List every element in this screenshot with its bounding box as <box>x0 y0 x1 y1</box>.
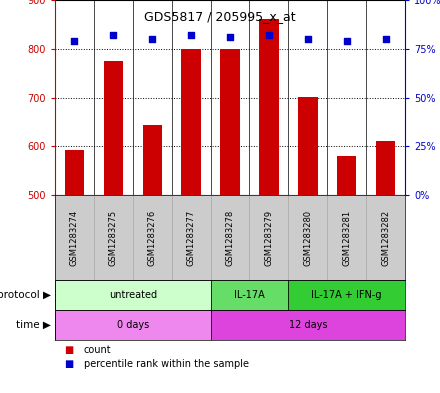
Point <box>227 34 234 40</box>
Text: 0 days: 0 days <box>117 320 149 330</box>
Bar <box>259 20 279 195</box>
Text: GSM1283277: GSM1283277 <box>187 209 196 266</box>
Bar <box>249 195 288 280</box>
Point <box>71 38 78 44</box>
Text: GSM1283280: GSM1283280 <box>303 209 312 266</box>
Point <box>149 36 156 42</box>
Bar <box>55 310 211 340</box>
Text: untreated: untreated <box>109 290 157 300</box>
Bar <box>94 195 133 280</box>
Bar <box>172 195 211 280</box>
Text: ■: ■ <box>64 345 73 355</box>
Bar <box>288 280 405 310</box>
Text: 12 days: 12 days <box>289 320 327 330</box>
Bar <box>143 125 162 195</box>
Point <box>187 32 194 38</box>
Bar <box>133 195 172 280</box>
Bar <box>65 150 84 195</box>
Text: IL-17A: IL-17A <box>234 290 265 300</box>
Bar <box>103 61 123 195</box>
Text: GSM1283282: GSM1283282 <box>381 209 390 266</box>
Point <box>304 36 311 42</box>
Bar <box>327 195 366 280</box>
Text: percentile rank within the sample: percentile rank within the sample <box>84 359 249 369</box>
Point <box>265 32 272 38</box>
Bar <box>211 280 288 310</box>
Text: IL-17A + IFN-g: IL-17A + IFN-g <box>312 290 382 300</box>
Point <box>343 38 350 44</box>
Text: ■: ■ <box>64 359 73 369</box>
Text: GSM1283274: GSM1283274 <box>70 209 79 266</box>
Bar <box>55 280 211 310</box>
Text: GSM1283279: GSM1283279 <box>264 209 273 266</box>
Text: time ▶: time ▶ <box>16 320 51 330</box>
Point <box>382 36 389 42</box>
Text: GSM1283278: GSM1283278 <box>225 209 235 266</box>
Text: GSM1283275: GSM1283275 <box>109 209 118 266</box>
Bar <box>288 195 327 280</box>
Bar <box>298 97 318 195</box>
Point <box>110 32 117 38</box>
Bar <box>337 156 356 195</box>
Text: count: count <box>84 345 111 355</box>
Text: GSM1283276: GSM1283276 <box>148 209 157 266</box>
Bar <box>366 195 405 280</box>
Bar <box>376 141 395 195</box>
Bar <box>220 49 240 195</box>
Bar <box>181 49 201 195</box>
Bar <box>55 195 94 280</box>
Text: protocol ▶: protocol ▶ <box>0 290 51 300</box>
Bar <box>211 195 249 280</box>
Text: GDS5817 / 205995_x_at: GDS5817 / 205995_x_at <box>144 10 296 23</box>
Bar <box>211 310 405 340</box>
Text: GSM1283281: GSM1283281 <box>342 209 351 266</box>
